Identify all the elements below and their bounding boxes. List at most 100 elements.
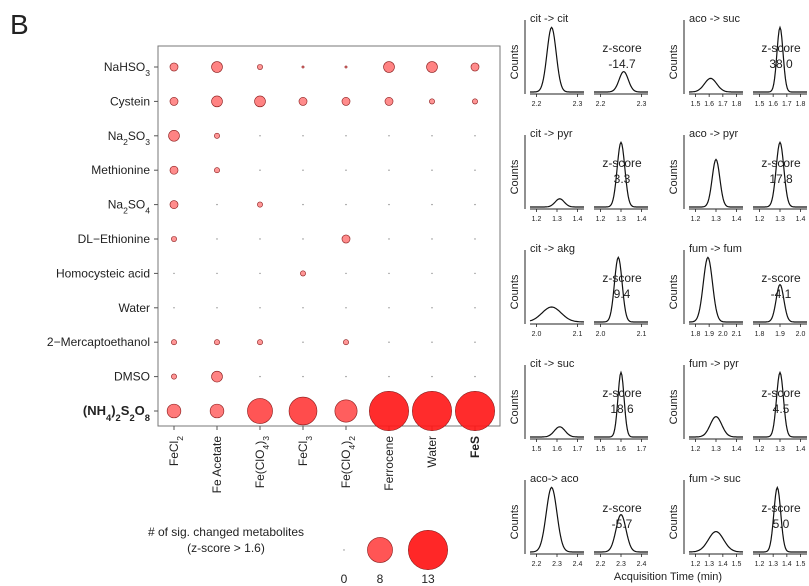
x-tick-label: 1.3: [775, 216, 785, 223]
x-tick-label: 2.1: [637, 331, 647, 338]
x-tick-label: 1.3: [768, 561, 778, 568]
col-label: FeCl3: [296, 436, 314, 466]
chromatogram-trace: [594, 141, 648, 208]
x-tick-label: 1.7: [718, 101, 728, 108]
row-label: DMSO: [114, 370, 150, 384]
bubble: [169, 200, 179, 209]
bubble: [341, 97, 351, 106]
bubble: [431, 307, 433, 309]
bubble: [259, 169, 261, 171]
x-tick-label: 1.4: [796, 216, 806, 223]
row-label: NaHSO3: [104, 60, 150, 78]
bubble: [254, 95, 266, 108]
col-label: Ferrocene: [382, 436, 396, 491]
zscore-value: 4.5: [773, 402, 790, 416]
bubble: [301, 65, 305, 69]
counts-ylabel: Counts: [668, 274, 680, 309]
chromatogram-panel: Counts aco-> aco 2.2 2.3 2.4 2.2 2.3 2.4 z-score…: [509, 473, 648, 568]
chromatogram-trace: [753, 25, 807, 93]
plot-frame: [157, 45, 501, 427]
bubble: [474, 169, 476, 171]
chromatogram-trace: [689, 415, 743, 438]
bubble: [431, 341, 433, 343]
x-tick-label: 1.3: [775, 446, 785, 453]
x-tick-label: 1.7: [573, 446, 583, 453]
chromatogram-trace: [530, 486, 584, 553]
x-tick-label: 1.5: [755, 101, 765, 108]
counts-ylabel: Counts: [668, 159, 680, 194]
chromatogram-trace: [530, 426, 584, 438]
bubble: [173, 307, 175, 309]
row-label: 2−Mercaptoethanol: [47, 335, 150, 349]
chromatogram-trace: [594, 370, 648, 438]
legend-bubble: [408, 530, 448, 570]
bubble: [388, 375, 390, 378]
col-label: Water: [425, 436, 439, 468]
x-tick-label: 1.5: [732, 561, 742, 568]
x-tick-label: 1.4: [637, 216, 647, 223]
legend-title-line2: (z-score > 1.6): [187, 541, 265, 555]
row-label: (NH4)2S2O8: [83, 403, 150, 423]
x-tick-label: 1.2: [532, 216, 542, 223]
bubble: [388, 238, 390, 240]
bubble: [211, 61, 223, 73]
x-tick-label: 2.3: [616, 561, 626, 568]
bubble: [302, 375, 304, 378]
x-tick-label: 1.4: [732, 446, 742, 453]
row-label: Cystein: [110, 94, 150, 108]
chromatogram-trace: [689, 77, 743, 93]
bubble: [383, 61, 395, 73]
bubble: [470, 62, 480, 72]
bubble: [388, 341, 390, 343]
chromatogram-trace: [753, 370, 807, 438]
zscore-value: -14.7: [608, 57, 636, 71]
x-tick-label: 2.0: [596, 331, 606, 338]
x-tick-label: 1.2: [691, 446, 701, 453]
bubble: [388, 203, 390, 206]
x-tick-label: 2.3: [552, 561, 562, 568]
x-tick-label: 1.3: [616, 216, 626, 223]
counts-ylabel: Counts: [668, 504, 680, 539]
bubble: [343, 339, 349, 346]
chromatogram-trace: [594, 513, 648, 553]
x-tick-label: 1.6: [616, 446, 626, 453]
zscore-label: z-score: [602, 501, 642, 515]
bubble: [214, 167, 220, 174]
row-label: DL−Ethionine: [78, 232, 151, 246]
counts-ylabel: Counts: [509, 274, 521, 309]
chromatogram-panel: Counts cit -> suc 1.5 1.6 1.7 1.5 1.6 1.7 z-scor…: [509, 358, 648, 453]
bubble: [431, 203, 433, 206]
bubble: [259, 375, 261, 378]
chromatogram-trace: [753, 283, 807, 323]
bubble: [302, 341, 304, 343]
bubble: [345, 272, 347, 275]
bubble: [214, 339, 220, 346]
x-tick-label: 1.5: [796, 561, 806, 568]
bubble: [169, 165, 179, 175]
bubble: [334, 399, 358, 423]
x-tick-label: 1.8: [755, 331, 765, 338]
bubble: [388, 307, 390, 309]
x-tick-label: 1.4: [796, 446, 806, 453]
bubble: [171, 339, 177, 346]
zscore-label: z-score: [761, 41, 801, 55]
bubble: [214, 132, 220, 139]
chromatogram-trace: [594, 256, 648, 323]
bubble: [168, 130, 180, 142]
bubble-legend: # of sig. changed metabolites (z-score >…: [148, 525, 448, 586]
transition-title: aco -> pyr: [689, 128, 739, 140]
x-tick-label: 1.8: [691, 331, 701, 338]
counts-ylabel: Counts: [668, 44, 680, 79]
counts-ylabel: Counts: [509, 389, 521, 424]
transition-title: fum -> suc: [689, 473, 741, 485]
bubble: [216, 238, 218, 240]
x-tick-label: 1.2: [691, 561, 701, 568]
transition-title: cit -> akg: [530, 243, 575, 255]
transition-title: fum -> fum: [689, 243, 742, 255]
x-tick-label: 1.8: [732, 101, 742, 108]
bubble: [288, 396, 318, 426]
x-tick-label: 1.6: [704, 101, 714, 108]
chromatogram-trace: [594, 70, 648, 93]
bubble: [169, 97, 179, 106]
